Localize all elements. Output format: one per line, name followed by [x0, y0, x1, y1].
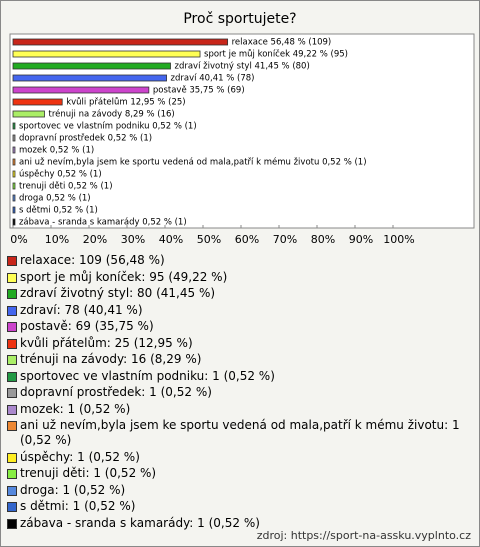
- x-tick-label: 0%: [10, 233, 27, 246]
- legend-label: ani už nevím,byla jsem ke sportu vedená …: [20, 418, 460, 447]
- bar-label: mozek 0,52 % (1): [19, 146, 94, 156]
- bar: [12, 206, 16, 214]
- bar-label: kvůli přátelům 12,95 % (25): [66, 97, 185, 108]
- legend-swatch: [7, 289, 17, 299]
- bar: [12, 146, 16, 154]
- bar-label: ani už nevím,byla jsem ke sportu vedená …: [19, 157, 367, 168]
- x-tick-label: 70%: [273, 233, 297, 246]
- bar-label: dopravní prostředek 0,52 % (1): [19, 134, 152, 144]
- legend-item: sportovec ve vlastním podniku: 1 (0,52 %…: [7, 369, 469, 384]
- legend-label: zdraví životný styl: 80 (41,45 %): [20, 286, 216, 300]
- bar: [12, 134, 16, 142]
- legend-item: droga: 1 (0,52 %): [7, 483, 469, 498]
- bar-label: sportovec ve vlastním podniku 0,52 % (1): [19, 122, 197, 132]
- legend-label: dopravní prostředek: 1 (0,52 %): [20, 385, 212, 399]
- source: zdroj: https://sport-na-assku.vyplnto.cz: [256, 529, 471, 542]
- bar-label: úspěchy 0,52 % (1): [19, 170, 102, 180]
- bar-label: droga 0,52 % (1): [19, 194, 91, 204]
- legend-label: trenuji děti: 1 (0,52 %): [20, 466, 157, 480]
- legend-swatch: [7, 485, 17, 496]
- legend-item: trénuji na závody: 16 (8,29 %): [7, 352, 469, 367]
- legend-item: relaxace: 109 (56,48 %): [7, 253, 469, 268]
- bar: [12, 98, 63, 106]
- bar: [12, 74, 167, 82]
- legend-item: ani už nevím,byla jsem ke sportu vedená …: [7, 418, 469, 448]
- legend-swatch: [7, 338, 17, 349]
- legend-item: zdraví: 78 (40,41 %): [7, 303, 469, 318]
- legend-item: dopravní prostředek: 1 (0,52 %): [7, 385, 469, 400]
- legend-label: s dětmi: 1 (0,52 %): [20, 499, 136, 513]
- legend-item: zábava - sranda s kamarády: 1 (0,52 %): [7, 516, 469, 531]
- x-tick-label: 80%: [311, 233, 335, 246]
- legend-swatch: [7, 272, 17, 283]
- legend-item: sport je můj koníček: 95 (49,22 %): [7, 270, 469, 285]
- legend-label: úspěchy: 1 (0,52 %): [20, 449, 140, 464]
- bar: [12, 38, 229, 46]
- x-tick-label: 50%: [197, 233, 221, 246]
- bar: [12, 50, 201, 58]
- bar: [12, 86, 150, 94]
- bar-label: zdraví životný styl 41,45 % (80): [175, 62, 310, 72]
- bar-label: postavě 35,75 % (69): [153, 86, 245, 96]
- legend-swatch: [7, 502, 17, 512]
- bar: [12, 158, 16, 166]
- bar-label: s dětmi 0,52 % (1): [19, 206, 98, 216]
- x-tick-label: 90%: [349, 233, 373, 246]
- bar: [12, 182, 16, 190]
- bar: [12, 122, 16, 130]
- chart: Proč sportujete? 0% 10% 20% 30% 40% 50% 60% 70%…: [9, 11, 475, 246]
- legend-swatch: [7, 404, 17, 415]
- legend-swatch: [7, 256, 17, 266]
- legend-swatch: [7, 469, 17, 479]
- legend-swatch: [7, 322, 17, 332]
- legend-label: zábava - sranda s kamarády: 1 (0,52 %): [20, 515, 260, 530]
- legend-item: mozek: 1 (0,52 %): [7, 402, 469, 417]
- x-tick-label: 20%: [83, 233, 107, 246]
- bar-label: trenuji děti 0,52 % (1): [19, 182, 113, 192]
- legend: relaxace: 109 (56,48 %) sport je můj koní…: [7, 253, 469, 532]
- legend-label: relaxace: 109 (56,48 %): [20, 253, 165, 267]
- bar: [12, 218, 16, 226]
- legend-label: mozek: 1 (0,52 %): [20, 401, 131, 416]
- legend-swatch: [7, 421, 17, 431]
- bar-label: sport je můj koníček 49,22 % (95): [204, 49, 348, 60]
- bar: [12, 170, 16, 178]
- legend-item: postavě: 69 (35,75 %): [7, 319, 469, 334]
- legend-swatch: [7, 355, 17, 365]
- x-tick-label: 60%: [235, 233, 259, 246]
- legend-swatch: [7, 518, 17, 529]
- legend-swatch: [7, 388, 17, 398]
- legend-item: trenuji děti: 1 (0,52 %): [7, 466, 469, 481]
- bar: [12, 194, 16, 202]
- legend-item: s dětmi: 1 (0,52 %): [7, 499, 469, 514]
- legend-item: úspěchy: 1 (0,52 %): [7, 450, 469, 465]
- legend-label: postavě: 69 (35,75 %): [20, 319, 154, 333]
- x-tick-label: 30%: [121, 233, 145, 246]
- x-tick-label: 10%: [45, 233, 69, 246]
- bar-label: zábava - sranda s kamarády 0,52 % (1): [19, 218, 187, 228]
- bar-label: relaxace 56,48 % (109): [232, 38, 332, 48]
- legend-label: droga: 1 (0,52 %): [20, 482, 126, 497]
- legend-label: sportovec ve vlastním podniku: 1 (0,52 %…: [20, 368, 275, 383]
- legend-swatch: [7, 305, 17, 316]
- legend-swatch: [7, 371, 17, 382]
- bar-label: trénuji na závody 8,29 % (16): [49, 109, 175, 120]
- legend-item: kvůli přátelům: 25 (12,95 %): [7, 336, 469, 351]
- bar-label: zdraví 40,41 % (78): [171, 74, 255, 84]
- bar: [12, 62, 171, 70]
- legend-label: zdraví: 78 (40,41 %): [20, 302, 143, 317]
- legend-label: sport je můj koníček: 95 (49,22 %): [20, 269, 228, 284]
- legend-swatch: [7, 452, 17, 463]
- x-tick-label: 100%: [383, 233, 414, 246]
- legend-label: kvůli přátelům: 25 (12,95 %): [20, 335, 193, 350]
- bar: [12, 110, 45, 118]
- x-tick-label: 40%: [159, 233, 183, 246]
- chart-title: Proč sportujete?: [183, 11, 296, 27]
- legend-label: trénuji na závody: 16 (8,29 %): [20, 352, 202, 366]
- legend-item: zdraví životný styl: 80 (41,45 %): [7, 286, 469, 301]
